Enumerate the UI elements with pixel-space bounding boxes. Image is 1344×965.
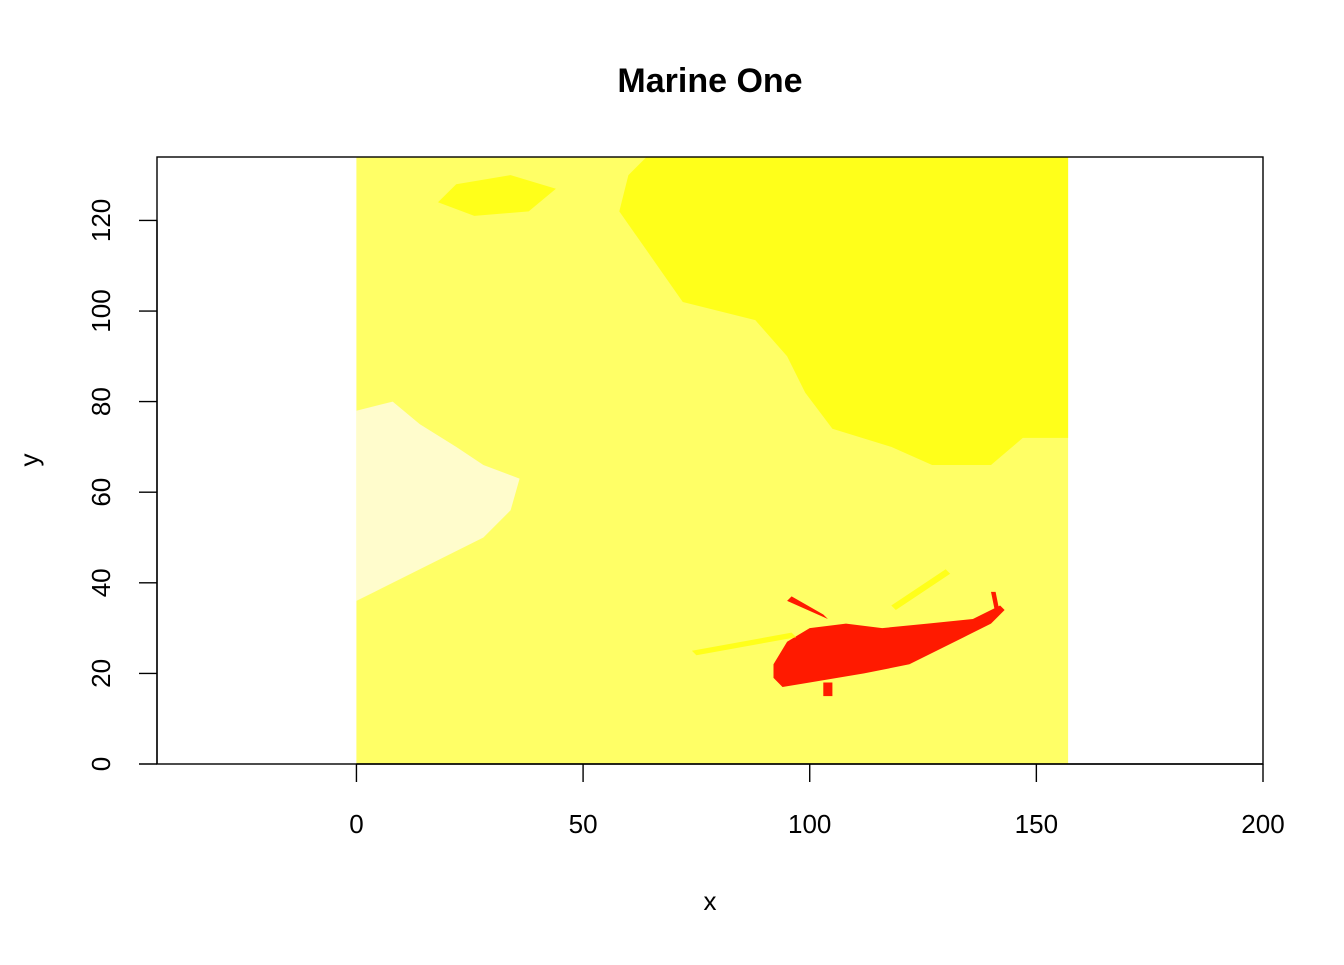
- region-blade-shadow-left: [691, 632, 797, 656]
- heatmap-image: [356, 157, 1069, 764]
- y-tick-label: 80: [86, 387, 116, 416]
- region-tail-rotor: [991, 591, 1001, 615]
- region-blade-shadow-right: [891, 569, 951, 610]
- chart-title: Marine One: [617, 62, 802, 100]
- region-helicopter-body: [773, 605, 1005, 687]
- x-tick-label: 50: [569, 809, 598, 839]
- x-tick-label: 200: [1241, 809, 1284, 839]
- y-tick-label: 100: [86, 289, 116, 332]
- region-rotor-blade: [787, 596, 828, 619]
- y-axis: 0 20 40 60 80 100 120: [86, 199, 158, 771]
- region-pale-cloud: [356, 401, 520, 601]
- x-tick-label: 150: [1015, 809, 1058, 839]
- y-tick-label: 120: [86, 199, 116, 242]
- x-tick-label: 0: [349, 809, 363, 839]
- y-tick-label: 0: [86, 757, 116, 771]
- y-tick-label: 40: [86, 568, 116, 597]
- x-tick-label: 100: [788, 809, 831, 839]
- y-axis-label: y: [14, 454, 44, 467]
- region-skid: [823, 682, 833, 697]
- x-axis-label: x: [704, 886, 717, 916]
- x-axis: 0 50 100 150 200: [349, 763, 1285, 839]
- y-tick-label: 20: [86, 659, 116, 688]
- region-bright-patch: [438, 175, 556, 216]
- region-bright-sky: [619, 157, 1069, 465]
- y-tick-label: 60: [86, 478, 116, 507]
